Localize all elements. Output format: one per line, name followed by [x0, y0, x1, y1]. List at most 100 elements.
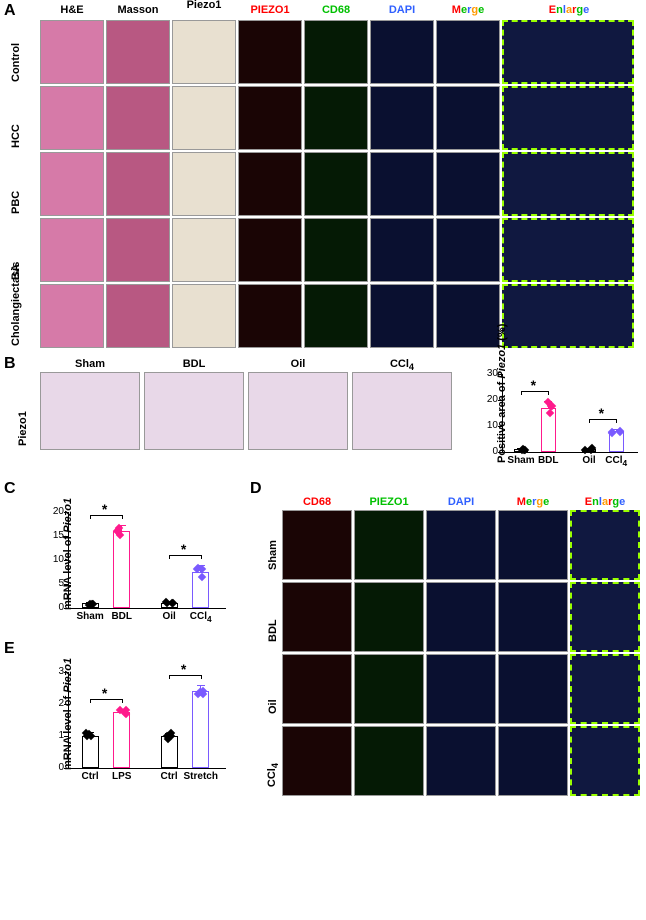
panelC-chart-sig-1: *	[181, 541, 186, 557]
paneld-enlarge-1	[570, 582, 640, 652]
panelb-img-label-3: CCl4	[352, 358, 452, 372]
paneld-col-2: DAPI	[426, 496, 496, 508]
panelb-img-3	[352, 372, 452, 450]
paneld-enlarge-0	[570, 510, 640, 580]
panel-label-b: B	[4, 355, 16, 373]
panela-cell-3-2	[172, 218, 236, 282]
panela-row-0: Control	[10, 22, 22, 82]
paneld-enlarge-3	[570, 726, 640, 796]
panela-cell-4-1	[106, 284, 170, 348]
panela-cell-4-0	[40, 284, 104, 348]
paneld-cell-1-1	[354, 582, 424, 652]
panela-cell-0-3	[238, 20, 302, 84]
panelB-chart-ytitle: Positive area of Piezo1 (%)	[496, 363, 508, 463]
paneld-col-0: CD68	[282, 496, 352, 508]
paneld-row-1: BDL	[267, 592, 279, 642]
panel-label-d: D	[250, 480, 262, 498]
panelb-img-0	[40, 372, 140, 450]
panelE-chart-xlabel-3: Stretch	[179, 771, 223, 782]
col-header-enlarge: Enlarge	[504, 4, 634, 16]
panel-label-c: C	[4, 480, 16, 498]
paneld-row-0: Sham	[267, 520, 279, 570]
panela-cell-0-5	[370, 20, 434, 84]
panelC-chart-ytitle: mRNA level of Piezo1	[62, 510, 74, 610]
panela-row-1: HCC	[10, 88, 22, 148]
panela-cell-1-0	[40, 86, 104, 150]
paneld-cell-2-1	[354, 654, 424, 724]
paneld-cell-0-2	[426, 510, 496, 580]
panela-cell-2-1	[106, 152, 170, 216]
panel-label-a: A	[4, 2, 16, 20]
paneld-col-merge: Merge	[498, 496, 568, 508]
paneld-cell-2-0	[282, 654, 352, 724]
panela-cell-2-4	[304, 152, 368, 216]
paneld-cell-1-3	[498, 582, 568, 652]
panela-cell-2-6	[436, 152, 500, 216]
panela-cell-2-5	[370, 152, 434, 216]
panelC-chart-xlabel-1: BDL	[100, 611, 144, 622]
panelb-img-1	[144, 372, 244, 450]
panelE-chart-bar-0	[82, 736, 99, 768]
panelE-chart-xlabel-1: LPS	[100, 771, 144, 782]
col-header-he: H&E	[42, 4, 102, 16]
panela-enlarge-2	[502, 152, 634, 216]
panelB-chart-sig-1: *	[599, 405, 604, 421]
col-header-masson: Masson	[108, 4, 168, 16]
panela-cell-4-4	[304, 284, 368, 348]
panela-cell-2-3	[238, 152, 302, 216]
panela-row-2: PBC	[10, 154, 22, 214]
panela-row-4: Cholangiectasis	[10, 286, 22, 346]
panelb-row-label: Piezo1	[17, 396, 29, 446]
panela-enlarge-1	[502, 86, 634, 150]
paneld-cell-3-3	[498, 726, 568, 796]
panela-cell-1-6	[436, 86, 500, 150]
panela-cell-3-6	[436, 218, 500, 282]
enlarge-n: n	[556, 4, 563, 16]
panela-cell-0-0	[40, 20, 104, 84]
panelb-img-label-1: BDL	[144, 358, 244, 370]
panelb-img-2	[248, 372, 348, 450]
paneld-cell-2-3	[498, 654, 568, 724]
merge-e2: e	[478, 4, 484, 16]
panela-cell-2-2	[172, 152, 236, 216]
paneld-cell-3-1	[354, 726, 424, 796]
panela-cell-1-3	[238, 86, 302, 150]
panelC-chart-sig-0: *	[102, 501, 107, 517]
panelE-chart-bar-1	[113, 712, 130, 768]
panela-cell-4-5	[370, 284, 434, 348]
panela-cell-4-3	[238, 284, 302, 348]
paneld-cell-3-0	[282, 726, 352, 796]
panela-cell-0-4	[304, 20, 368, 84]
paneld-cell-0-0	[282, 510, 352, 580]
paneld-row-2: Oil	[267, 664, 279, 714]
panelB-chart-xlabel-3: CCl4	[594, 455, 638, 468]
panela-cell-3-5	[370, 218, 434, 282]
panelE-chart-sig-1: *	[181, 661, 186, 677]
panelB-chart-xlabel-1: BDL	[526, 455, 570, 466]
paneld-cell-2-2	[426, 654, 496, 724]
panelC-chart-bar-1	[113, 531, 130, 608]
panela-cell-0-2	[172, 20, 236, 84]
panela-cell-3-4	[304, 218, 368, 282]
merge-m: M	[452, 4, 461, 16]
paneld-col-enlarge: Enlarge	[570, 496, 640, 508]
panelB-chart-sig-0: *	[531, 377, 536, 393]
paneld-cell-1-2	[426, 582, 496, 652]
panela-cell-4-6	[436, 284, 500, 348]
paneld-col-1: PIEZO1	[354, 496, 424, 508]
enlarge-e2: e	[583, 4, 589, 16]
panel-label-e: E	[4, 640, 15, 658]
col-header-piezo1: Piezo1	[174, 0, 234, 10]
panela-enlarge-4	[502, 284, 634, 348]
panela-enlarge-3	[502, 218, 634, 282]
paneld-cell-3-2	[426, 726, 496, 796]
col-header-dapi: DAPI	[372, 4, 432, 16]
panela-cell-3-1	[106, 218, 170, 282]
panela-cell-0-6	[436, 20, 500, 84]
panela-cell-1-5	[370, 86, 434, 150]
panela-cell-3-3	[238, 218, 302, 282]
panela-enlarge-0	[502, 20, 634, 84]
panelb-img-label-0: Sham	[40, 358, 140, 370]
panela-cell-0-1	[106, 20, 170, 84]
panela-cell-1-2	[172, 86, 236, 150]
